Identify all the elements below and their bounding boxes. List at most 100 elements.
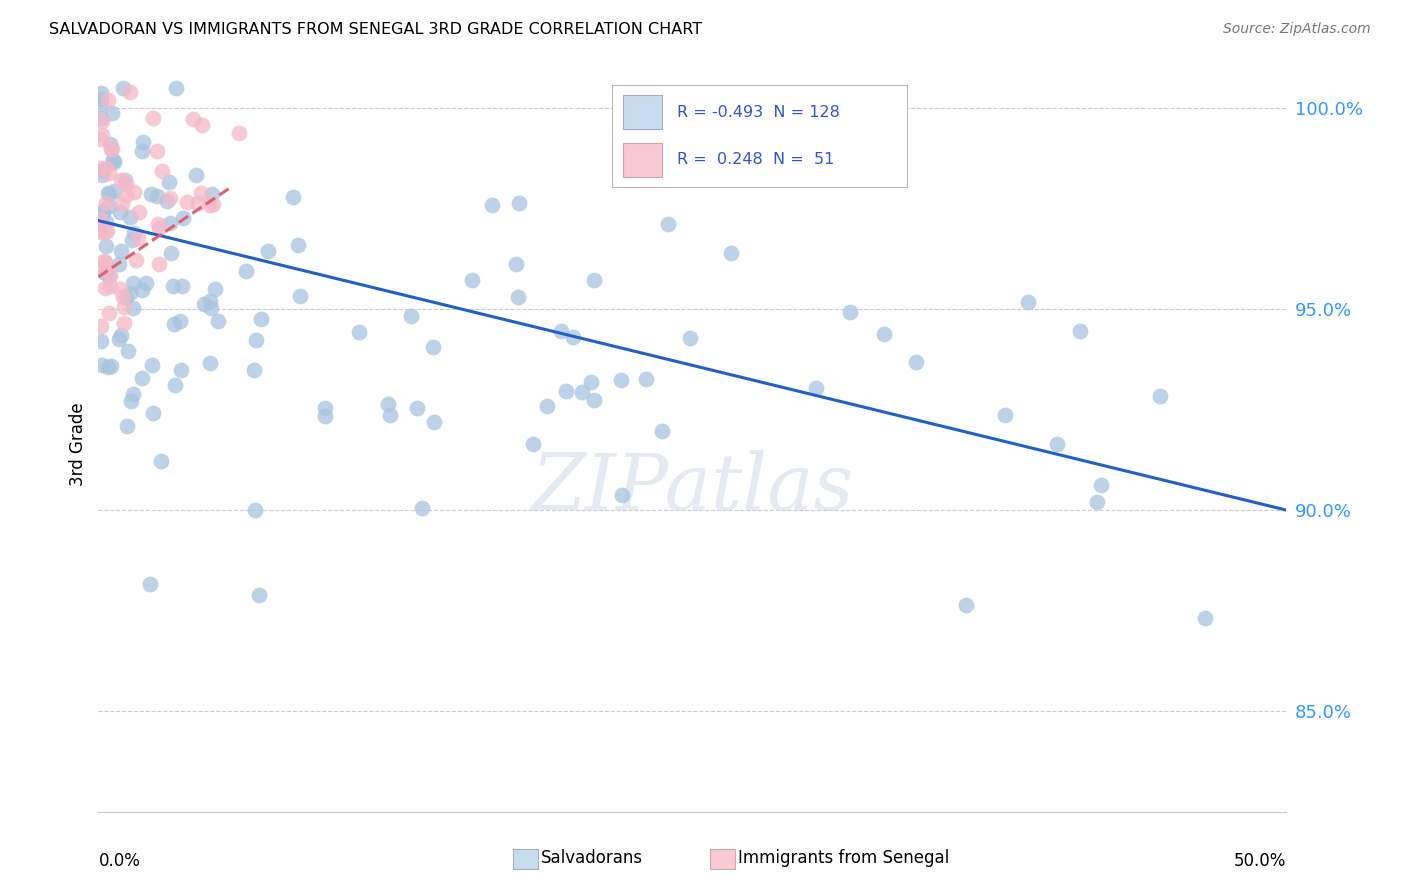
Point	[112, 300, 135, 314]
Point	[107, 332, 129, 346]
Point	[257, 244, 280, 259]
Point	[582, 392, 605, 407]
Point	[405, 401, 427, 416]
Point	[190, 186, 212, 200]
FancyBboxPatch shape	[623, 144, 662, 177]
Point	[247, 589, 270, 603]
Point	[114, 173, 136, 187]
Point	[160, 246, 183, 260]
Point	[156, 194, 179, 208]
Point	[110, 328, 132, 343]
Point	[150, 453, 173, 467]
Point	[120, 285, 142, 300]
Point	[186, 169, 208, 183]
Point	[131, 284, 153, 298]
Point	[98, 187, 121, 202]
Point	[103, 154, 125, 169]
Point	[94, 280, 117, 294]
Point	[243, 363, 266, 377]
Point	[522, 437, 544, 451]
Point	[994, 409, 1017, 423]
Point	[97, 186, 120, 200]
Point	[804, 381, 827, 395]
Text: SALVADORAN VS IMMIGRANTS FROM SENEGAL 3RD GRADE CORRELATION CHART: SALVADORAN VS IMMIGRANTS FROM SENEGAL 3R…	[49, 22, 703, 37]
Text: R =  0.248  N =  51: R = 0.248 N = 51	[676, 153, 834, 167]
Point	[115, 177, 138, 191]
Point	[91, 163, 114, 178]
Point	[505, 257, 527, 271]
Point	[131, 135, 153, 149]
Point	[198, 198, 221, 212]
Point	[651, 424, 673, 438]
Point	[94, 161, 117, 175]
Point	[115, 290, 138, 304]
Point	[1149, 388, 1171, 402]
Point	[97, 359, 120, 374]
Point	[96, 224, 118, 238]
Text: Source: ZipAtlas.com: Source: ZipAtlas.com	[1223, 22, 1371, 37]
Point	[1069, 324, 1091, 338]
Point	[93, 255, 115, 269]
Point	[94, 260, 117, 275]
Point	[115, 188, 138, 202]
Point	[94, 239, 117, 253]
Point	[905, 354, 928, 368]
Point	[110, 173, 132, 187]
Point	[98, 166, 121, 180]
Point	[128, 205, 150, 219]
Point	[110, 282, 132, 296]
Point	[481, 197, 503, 211]
Point	[111, 81, 134, 95]
Point	[97, 268, 120, 283]
Point	[422, 415, 444, 429]
Point	[377, 397, 399, 411]
Point	[142, 406, 165, 420]
Point	[150, 163, 173, 178]
Point	[162, 279, 184, 293]
Point	[571, 385, 593, 400]
Point	[536, 399, 558, 413]
Point	[94, 266, 117, 280]
Point	[120, 393, 142, 408]
Point	[250, 311, 273, 326]
Point	[193, 297, 215, 311]
Point	[200, 356, 222, 370]
Point	[314, 401, 336, 416]
Point	[506, 290, 529, 304]
Point	[98, 137, 121, 152]
Point	[176, 195, 198, 210]
Point	[98, 268, 121, 282]
Point	[120, 85, 142, 99]
Point	[97, 305, 120, 319]
Point	[508, 195, 530, 210]
Point	[117, 344, 139, 359]
Point	[554, 384, 576, 398]
Point	[610, 373, 633, 387]
Point	[1194, 611, 1216, 625]
Text: 0.0%: 0.0%	[98, 852, 141, 871]
Point	[90, 222, 112, 236]
Point	[91, 203, 114, 218]
Point	[347, 325, 370, 339]
Point	[422, 340, 444, 354]
Point	[955, 598, 977, 612]
Point	[581, 376, 603, 390]
Point	[148, 220, 170, 235]
Point	[100, 106, 122, 120]
Point	[120, 210, 142, 224]
Text: R = -0.493  N = 128: R = -0.493 N = 128	[676, 105, 839, 120]
Point	[90, 318, 112, 333]
Point	[139, 576, 162, 591]
Point	[679, 331, 702, 345]
Point	[172, 279, 194, 293]
Point	[98, 278, 121, 293]
Text: Salvadorans: Salvadorans	[541, 849, 644, 867]
Point	[873, 327, 896, 342]
Point	[281, 190, 304, 204]
Point	[91, 205, 114, 219]
Point	[235, 264, 257, 278]
Point	[183, 112, 205, 127]
Point	[191, 118, 214, 132]
Point	[561, 330, 583, 344]
Point	[103, 153, 125, 167]
